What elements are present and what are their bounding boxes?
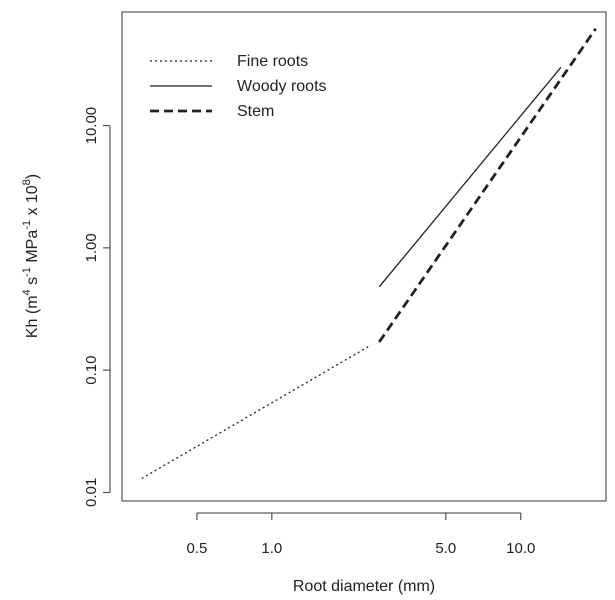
y-axis-title: Kh (m4 s-1 MPa-1 x 108) [21,174,41,338]
x-axis-title: Root diameter (mm) [293,578,435,595]
y-tick-label: 10.00 [83,107,100,145]
legend-label-stem: Stem [237,103,274,120]
y-axis: 0.01 0.10 1.00 10.00 [83,107,111,507]
series-line-fine-roots [141,344,372,480]
legend: Fine roots Woody roots Stem [150,53,327,120]
y-tick-label: 0.01 [83,478,100,507]
legend-label-woody-roots: Woody roots [237,78,327,95]
x-tick-label: 1.0 [261,540,282,557]
y-tick-label: 0.10 [83,356,100,385]
series-line-woody-roots [378,66,562,288]
plot-frame [121,11,607,502]
x-tick-label: 0.5 [186,540,207,557]
x-tick-label: 10.0 [506,540,535,557]
legend-label-fine-roots: Fine roots [237,53,308,70]
x-tick-label: 5.0 [435,540,456,557]
x-axis: 0.5 1.0 5.0 10.0 [186,512,535,557]
series-layer [141,27,597,480]
y-tick-label: 1.00 [83,233,100,262]
series-line-stem [378,27,597,343]
